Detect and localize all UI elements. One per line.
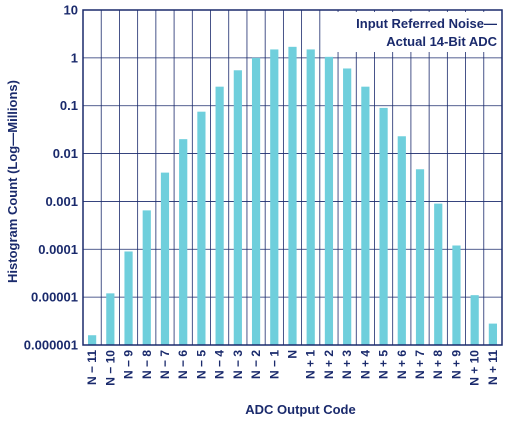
bar-17 [397,136,406,345]
y-tick-label-4: 0.001 [45,194,78,209]
plot-frame [82,9,503,346]
bar-1 [106,293,115,345]
x-tick-label-14: N + 3 [340,350,354,379]
bar-13 [324,56,334,346]
bar-16 [379,107,388,345]
bar-18 [415,169,425,345]
bar-15 [361,86,370,345]
x-axis-title: ADC Output Code [245,402,355,417]
y-tick-label-7: 0.000001 [24,338,78,353]
grid-lines [82,9,503,346]
annotation-line-1: Input Referred Noise— [356,16,497,31]
x-tick-label-17: N + 6 [395,350,409,379]
x-tick-label-18: N + 7 [413,350,427,379]
y-tick-label-0: 10 [64,3,78,18]
x-tick-label-15: N + 4 [358,350,372,379]
bar-2 [124,251,133,345]
x-tick-label-9: N − 2 [249,350,263,379]
bar-series [88,46,497,346]
x-tick-label-16: N + 5 [377,350,391,379]
x-tick-label-13: N + 2 [322,350,336,379]
annotation-line-2: Actual 14-Bit ADC [386,34,497,49]
y-axis-title: Histogram Count (Log—Millions) [5,80,20,283]
x-tick-label-0: N − 11 [85,350,99,385]
x-tick-label-20: N + 9 [449,350,463,379]
x-tick-label-3: N − 8 [140,350,154,379]
bar-9 [251,57,261,345]
x-tick-label-5: N − 6 [176,350,190,379]
x-tick-label-22: N + 11 [486,350,500,385]
annotation-background [333,12,500,52]
y-tick-label-1: 1 [71,50,78,65]
bar-5 [179,139,188,345]
bar-8 [233,70,242,345]
bar-10 [270,49,279,345]
x-tick-label-1: N − 10 [103,350,117,386]
x-tick-label-4: N − 7 [158,350,172,379]
bar-21 [470,295,479,345]
y-tick-label-3: 0.01 [53,146,78,161]
bar-7 [215,86,224,345]
bar-20 [452,245,461,345]
bar-14 [343,68,352,346]
bar-11 [288,46,297,345]
bar-6 [197,111,206,345]
bar-19 [434,203,443,345]
x-tick-label-10: N − 1 [267,350,281,379]
annotation: Input Referred Noise— Actual 14-Bit ADC [333,12,500,52]
y-tick-label-5: 0.0001 [38,242,78,257]
y-axis-ticks: 10 1 0.1 0.01 0.001 0.0001 0.00001 0.000001 [24,3,78,353]
bar-22 [488,323,497,345]
x-tick-label-7: N − 4 [213,350,227,379]
x-axis-ticks: N − 11 N − 10 N − 9 N − 8 N − 7 N − 6 N − 5 N −… [85,350,500,386]
bar-0 [88,335,97,345]
x-tick-label-21: N + 10 [468,350,482,386]
x-tick-label-2: N − 9 [122,350,136,379]
x-tick-label-11: N [286,350,300,359]
x-tick-label-12: N + 1 [304,350,318,379]
x-tick-label-19: N + 8 [431,350,445,379]
x-tick-label-8: N − 3 [231,350,245,379]
bar-3 [142,210,151,345]
bar-12 [306,49,315,345]
x-tick-label-6: N − 5 [194,350,208,379]
bar-4 [160,172,170,345]
y-tick-label-6: 0.00001 [31,290,78,305]
y-tick-label-2: 0.1 [60,98,78,113]
